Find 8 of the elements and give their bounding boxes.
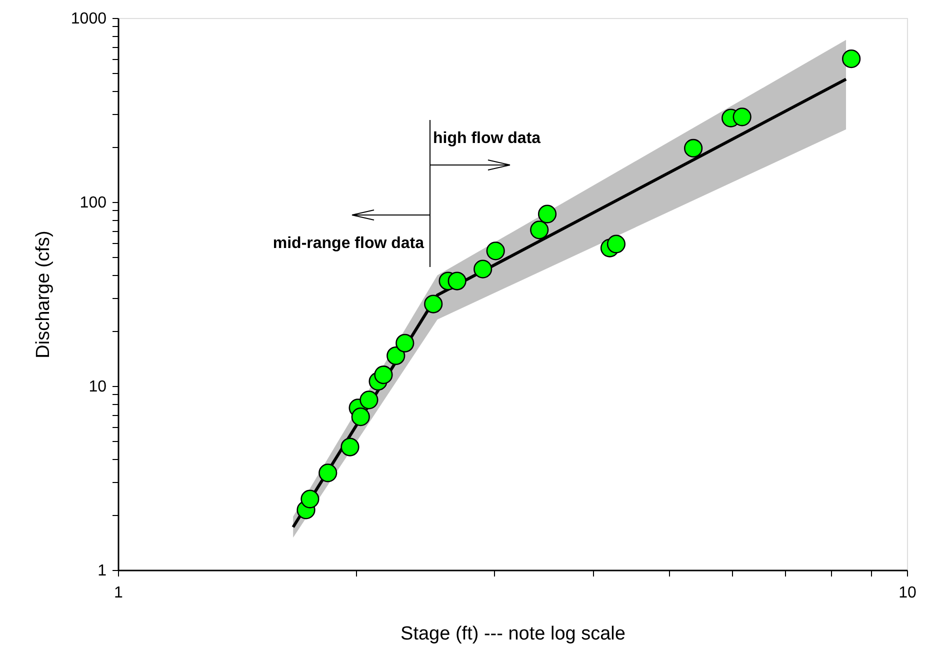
y-tick-label: 100 [80, 194, 107, 212]
x-axis-title: Stage (ft) --- note log scale [400, 624, 626, 644]
y-tick-label: 1000 [70, 10, 107, 28]
y-tick-label: 1 [98, 562, 107, 580]
annotation: high flow data [433, 130, 541, 147]
y-tick-label: 10 [88, 378, 107, 396]
annotation: mid-range flow data [272, 235, 424, 252]
y-axis-title: Discharge (cfs) [32, 230, 54, 358]
